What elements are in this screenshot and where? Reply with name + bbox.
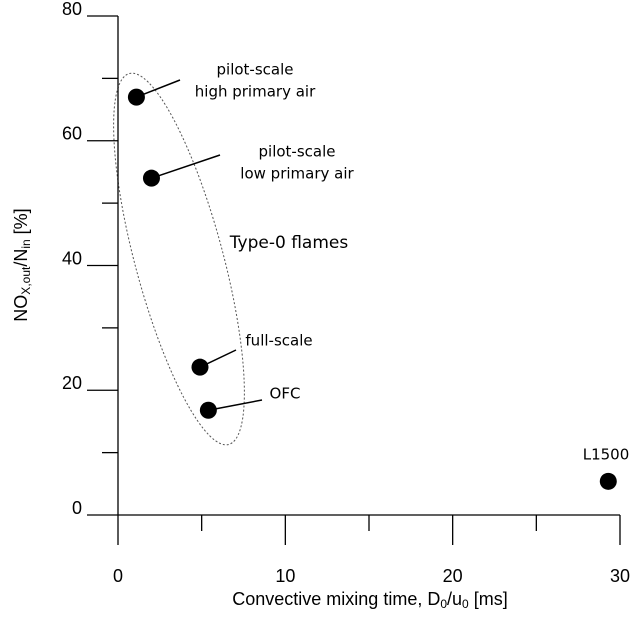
y-title-part: NO bbox=[11, 295, 31, 322]
x-tick-label: 30 bbox=[610, 566, 630, 586]
y-tick-label: 20 bbox=[62, 373, 82, 393]
y-tick-label: 0 bbox=[72, 498, 82, 518]
y-axis-title: NOX,out/Nin [%] bbox=[11, 208, 33, 321]
x-tick-label: 0 bbox=[113, 566, 123, 586]
group-ellipse bbox=[113, 72, 245, 446]
x-title-part: Convective mixing time, D bbox=[232, 589, 440, 609]
annotation: Type-0 flames bbox=[229, 233, 349, 253]
point-label: OFC bbox=[270, 385, 301, 403]
point bbox=[191, 358, 209, 376]
point-label: pilot-scale bbox=[217, 61, 294, 79]
y-tick-label: 40 bbox=[62, 248, 82, 268]
y-title-sub: X,out bbox=[19, 266, 33, 295]
x-tick-label: 20 bbox=[443, 566, 463, 586]
point-label: high primary air bbox=[195, 83, 316, 101]
y-title-sub: in bbox=[19, 239, 33, 248]
point bbox=[199, 401, 217, 419]
point bbox=[142, 169, 160, 187]
y-tick-label: 80 bbox=[62, 0, 82, 19]
point-label: low primary air bbox=[240, 165, 354, 183]
point-label: L1500 bbox=[583, 446, 630, 464]
point bbox=[127, 88, 145, 106]
point bbox=[599, 472, 617, 490]
x-title-sub: 0 bbox=[440, 597, 447, 611]
x-tick-label: 10 bbox=[275, 566, 295, 586]
point-label: full-scale bbox=[245, 332, 312, 350]
point-label: pilot-scale bbox=[259, 143, 336, 161]
leader-line bbox=[151, 154, 221, 179]
leader-line bbox=[208, 399, 263, 411]
y-title-part: /N bbox=[11, 249, 31, 267]
x-title-part: /u bbox=[447, 589, 462, 609]
x-title-sub: 0 bbox=[462, 597, 469, 611]
y-tick-label: 60 bbox=[62, 124, 82, 144]
y-title-part: [%] bbox=[11, 208, 31, 239]
x-axis-title: Convective mixing time, D0/u0 [ms] bbox=[232, 589, 507, 611]
x-title-part: [ms] bbox=[469, 589, 508, 609]
